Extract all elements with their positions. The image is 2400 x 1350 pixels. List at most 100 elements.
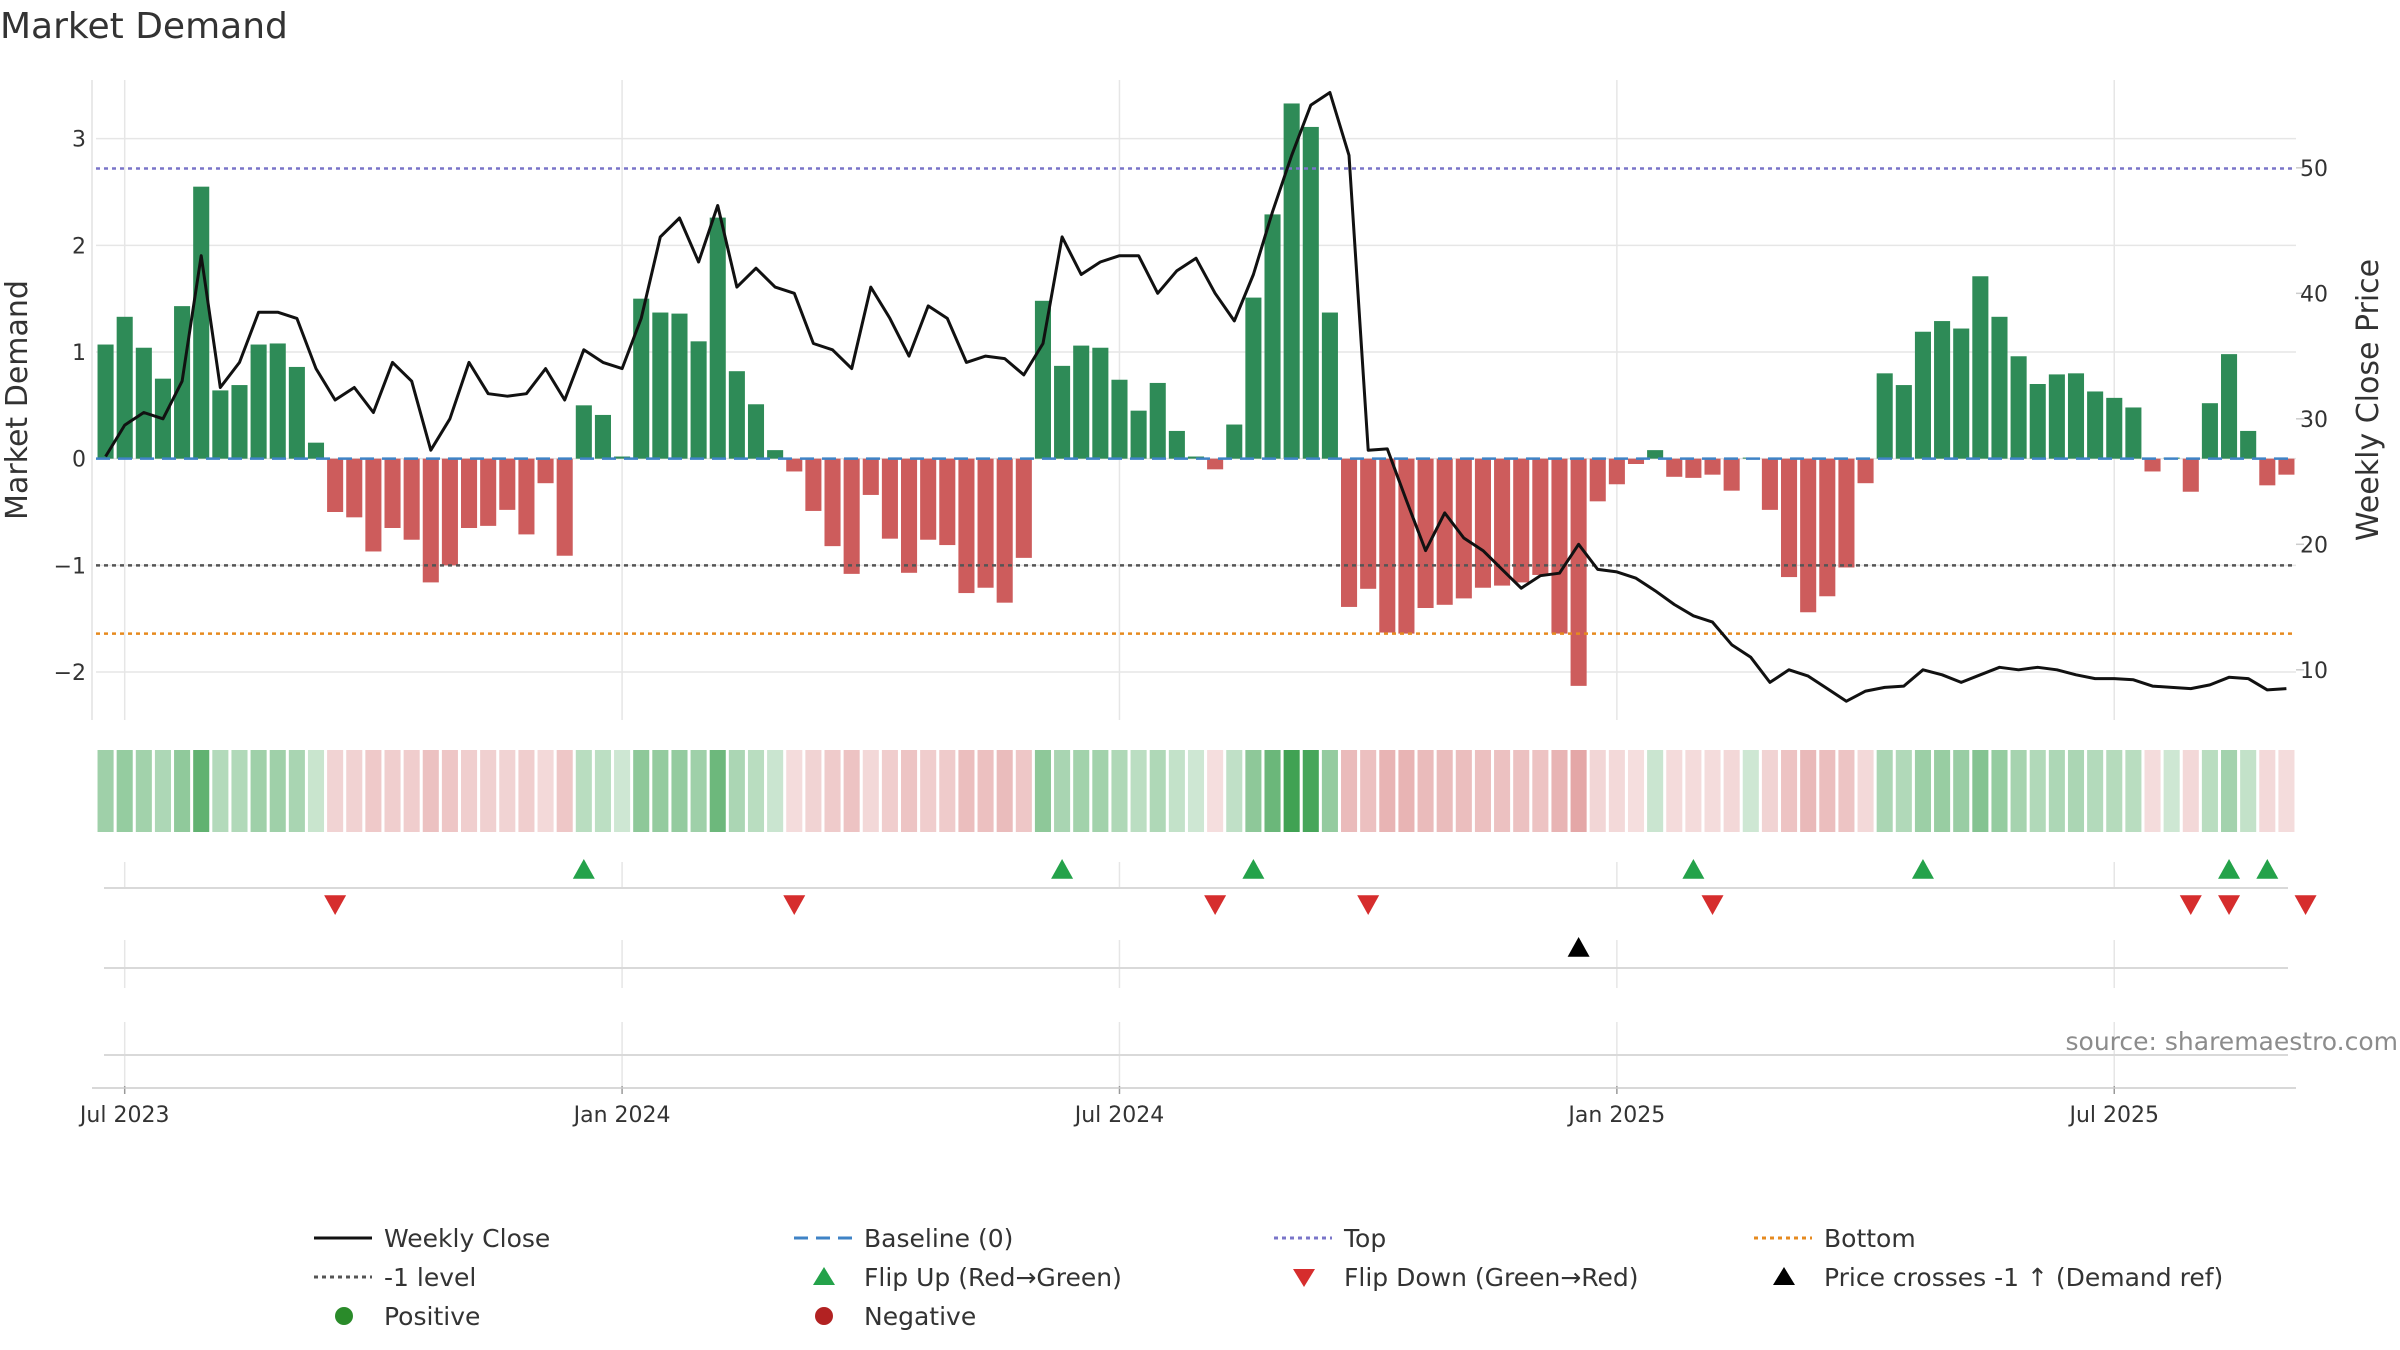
heat-cell	[250, 750, 267, 832]
demand-bar	[1723, 458, 1740, 491]
heat-cell	[747, 750, 765, 832]
heat-cell	[1264, 750, 1281, 832]
heat-cell	[1226, 750, 1243, 832]
demand-bar	[843, 458, 860, 574]
demand-bar	[1972, 276, 1989, 459]
demand-bar	[1589, 458, 1606, 502]
heat-cell	[441, 750, 458, 832]
heat-cell	[1895, 750, 1912, 832]
heat-cell	[2240, 750, 2257, 832]
heat-cell	[1934, 750, 1951, 832]
flip-up-marker	[2256, 859, 2279, 879]
demand-bar	[1570, 458, 1587, 686]
heat-cell	[862, 750, 879, 832]
legend-item: Price crosses -1 ↑ (Demand ref)	[1773, 1263, 2223, 1292]
reference-lines	[96, 167, 2296, 635]
heat-cell	[135, 750, 152, 832]
heat-cell	[346, 750, 363, 832]
heat-cell	[154, 750, 171, 832]
heat-cell	[767, 750, 784, 832]
flip-down-marker	[2294, 895, 2317, 915]
demand-bar	[1685, 458, 1702, 478]
demand-bar	[2259, 458, 2276, 486]
heat-cell	[1015, 750, 1032, 832]
flip-down-marker	[1357, 895, 1380, 915]
heat-cell	[1207, 750, 1224, 832]
demand-bar	[996, 458, 1013, 603]
heat-cell	[2182, 750, 2199, 832]
heat-cell	[824, 750, 841, 832]
demand-bar	[977, 458, 994, 588]
heat-cell	[537, 750, 554, 832]
legend-swatch	[1293, 1269, 1315, 1287]
heat-cell	[212, 750, 229, 832]
heat-cell	[594, 750, 611, 832]
legend: Weekly Close Baseline (0) Top Bottom -1 leve…	[314, 1224, 2223, 1331]
heat-cell	[2201, 750, 2218, 832]
heat-cell	[2259, 750, 2276, 832]
demand-bar	[1895, 385, 1912, 459]
heat-cell	[327, 750, 344, 832]
demand-bar	[1226, 424, 1243, 459]
demand-bar	[690, 341, 707, 459]
price-cross-marker	[1567, 937, 1590, 957]
heat-cell	[958, 750, 975, 832]
demand-bar	[2106, 397, 2123, 459]
demand-bar	[307, 442, 325, 459]
demand-bar	[824, 458, 841, 547]
heat-cell	[1054, 750, 1071, 832]
heat-cell	[843, 750, 860, 832]
demand-bar	[2182, 458, 2199, 492]
heat-cell	[422, 750, 439, 832]
demand-bar	[480, 458, 497, 526]
demand-bar	[1666, 458, 1683, 477]
heat-cell	[1302, 750, 1319, 832]
demand-bar	[1015, 458, 1032, 558]
demand-bar	[1627, 458, 1645, 464]
demand-bar	[1800, 458, 1817, 613]
flip-down-marker	[783, 895, 806, 915]
demand-bar	[1245, 297, 1262, 459]
heat-cell	[1570, 750, 1587, 832]
demand-bar	[1876, 373, 1893, 459]
heat-cell	[1742, 750, 1759, 832]
legend-label: Top	[1343, 1224, 1386, 1253]
legend-item: Baseline (0)	[794, 1224, 1013, 1253]
flip-up-marker	[1911, 859, 1934, 879]
heat-cell	[365, 750, 382, 832]
legend-item: Top	[1274, 1224, 1386, 1253]
demand-bar	[2010, 356, 2027, 459]
heat-cell	[614, 750, 631, 832]
chart-title: Market Demand	[0, 6, 288, 47]
heat-cell	[1819, 750, 1836, 832]
flip-down-marker	[2218, 895, 2241, 915]
heat-cell	[709, 750, 726, 832]
demand-bar	[1761, 458, 1778, 510]
heat-cell	[307, 750, 325, 832]
demand-bar	[767, 450, 784, 459]
demand-bar	[1149, 382, 1166, 459]
legend-item: Flip Up (Red→Green)	[813, 1263, 1122, 1292]
heat-cell	[1876, 750, 1893, 832]
heat-cell	[1494, 750, 1511, 832]
heat-cell	[1360, 750, 1377, 832]
heat-cell	[977, 750, 994, 832]
heat-cell	[1704, 750, 1721, 832]
flip-down-marker	[1204, 895, 1227, 915]
heat-cell	[2067, 750, 2085, 832]
heat-cell	[2048, 750, 2065, 832]
heat-cell	[996, 750, 1013, 832]
heat-cell	[1532, 750, 1549, 832]
heat-cell	[384, 750, 401, 832]
heat-cell	[1187, 750, 1205, 832]
demand-bar	[575, 405, 592, 459]
heat-cell	[920, 750, 937, 832]
demand-bar	[1130, 410, 1147, 459]
legend-item: Negative	[815, 1302, 976, 1331]
y2-axis-title: Weekly Close Price	[2351, 259, 2386, 541]
legend-label: -1 level	[384, 1263, 476, 1292]
demand-bar	[97, 344, 114, 459]
heat-cell	[1800, 750, 1817, 832]
heat-cell	[1034, 750, 1051, 832]
